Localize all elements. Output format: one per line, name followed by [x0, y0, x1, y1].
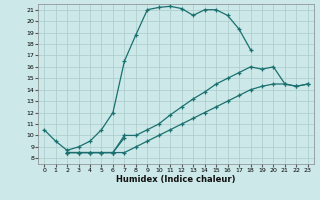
X-axis label: Humidex (Indice chaleur): Humidex (Indice chaleur) — [116, 175, 236, 184]
